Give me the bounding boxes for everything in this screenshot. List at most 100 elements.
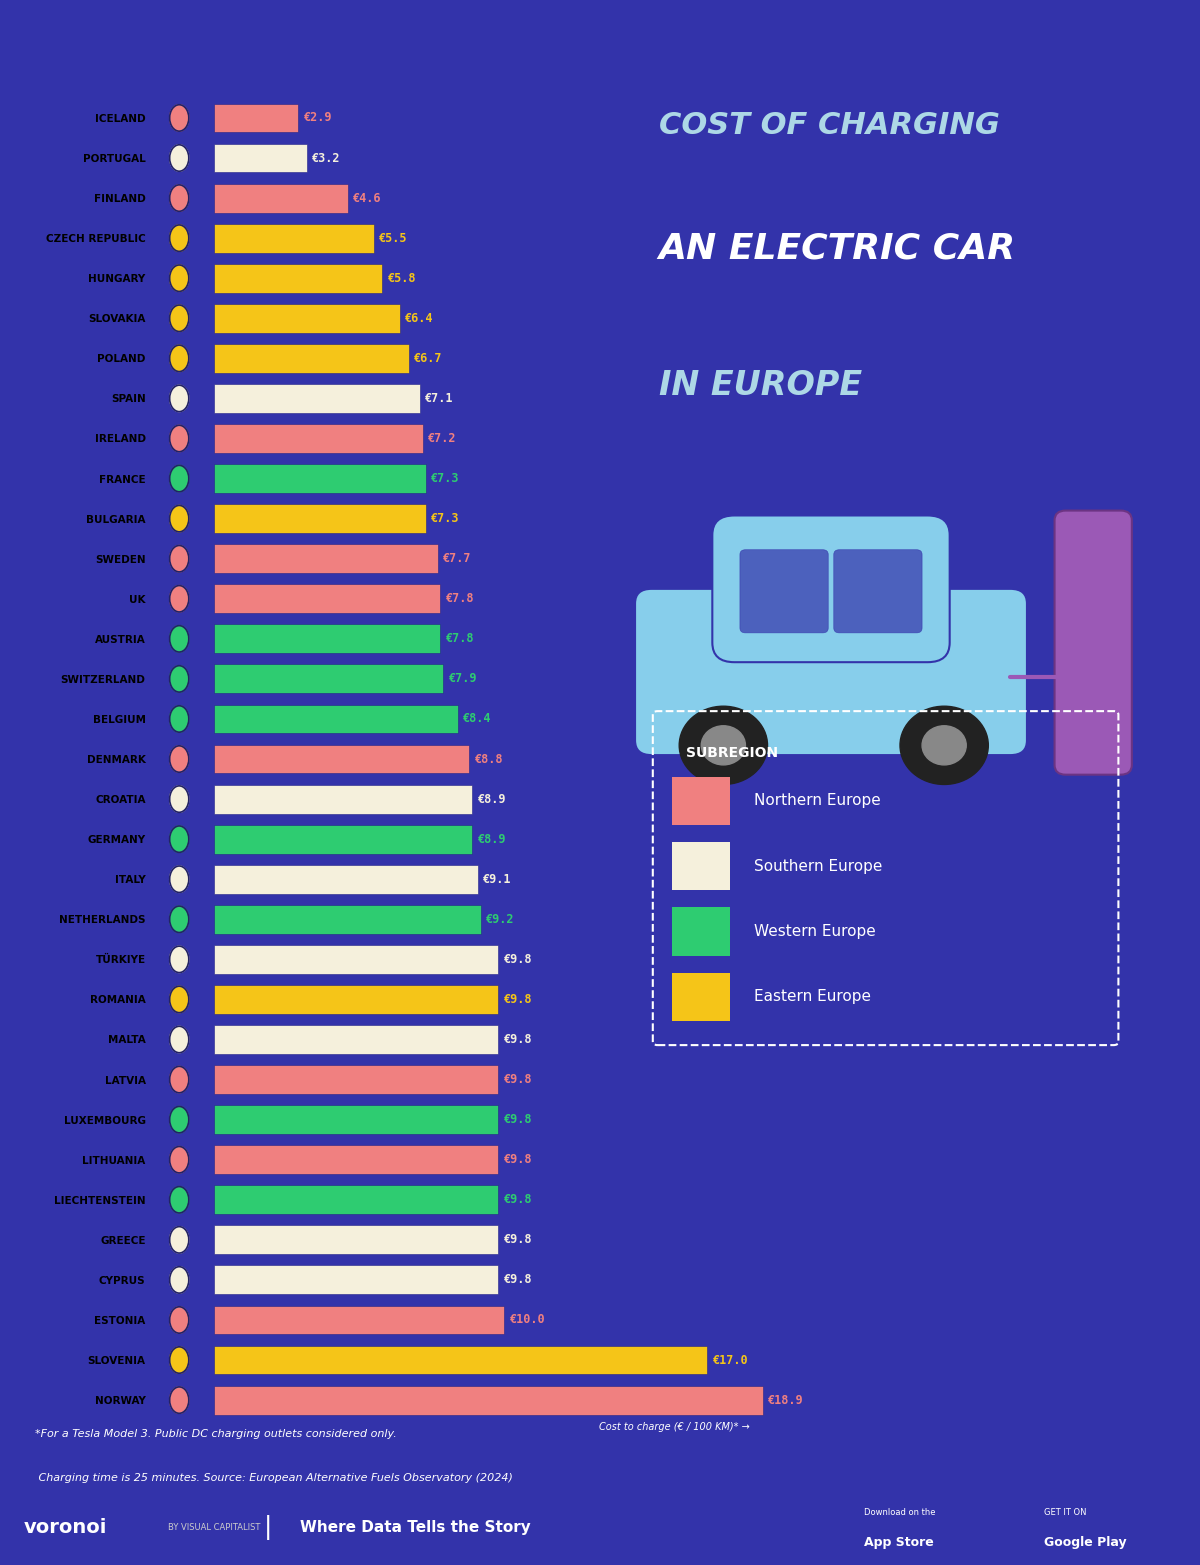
- Text: €9.8: €9.8: [503, 1153, 532, 1166]
- Text: €2.9: €2.9: [302, 111, 331, 125]
- Text: €7.9: €7.9: [448, 673, 476, 685]
- Text: SUBREGION: SUBREGION: [686, 745, 779, 759]
- Circle shape: [169, 1066, 188, 1092]
- Text: €8.4: €8.4: [462, 712, 491, 726]
- FancyBboxPatch shape: [635, 588, 1027, 756]
- Bar: [214, 344, 408, 372]
- Bar: [214, 383, 420, 413]
- Text: €5.5: €5.5: [378, 232, 407, 244]
- Text: €9.2: €9.2: [486, 912, 514, 926]
- Text: €9.8: €9.8: [503, 1033, 532, 1045]
- Text: Cost to charge (€ / 100 KM)* →: Cost to charge (€ / 100 KM)* →: [599, 1423, 750, 1432]
- Bar: [214, 1146, 498, 1174]
- Circle shape: [169, 706, 188, 732]
- Bar: [214, 984, 498, 1014]
- Text: BY VISUAL CAPITALIST: BY VISUAL CAPITALIST: [168, 1523, 260, 1532]
- Bar: [214, 1185, 498, 1214]
- Bar: [214, 504, 426, 534]
- Circle shape: [169, 1387, 188, 1413]
- Circle shape: [169, 1266, 188, 1293]
- Circle shape: [169, 264, 188, 291]
- Bar: [214, 1385, 762, 1415]
- Circle shape: [169, 585, 188, 612]
- Text: voronoi: voronoi: [24, 1518, 107, 1537]
- Circle shape: [169, 346, 188, 371]
- Text: GET IT ON: GET IT ON: [1044, 1509, 1086, 1516]
- Circle shape: [900, 706, 989, 784]
- Circle shape: [169, 826, 188, 853]
- Text: €6.4: €6.4: [404, 311, 433, 326]
- Bar: [214, 945, 498, 973]
- Circle shape: [169, 1147, 188, 1172]
- Circle shape: [169, 146, 188, 171]
- Circle shape: [169, 385, 188, 412]
- Circle shape: [169, 1307, 188, 1333]
- Bar: [214, 665, 443, 693]
- Text: *For a Tesla Model 3. Public DC charging outlets considered only.: *For a Tesla Model 3. Public DC charging…: [35, 1429, 396, 1438]
- Text: IN EUROPE: IN EUROPE: [659, 369, 862, 402]
- Circle shape: [701, 726, 745, 765]
- Circle shape: [169, 626, 188, 653]
- Bar: [214, 825, 473, 853]
- Text: COST OF CHARGING: COST OF CHARGING: [659, 111, 1000, 141]
- FancyBboxPatch shape: [1055, 510, 1132, 775]
- Bar: [214, 1266, 498, 1294]
- FancyBboxPatch shape: [672, 973, 730, 1020]
- Circle shape: [169, 665, 188, 692]
- Bar: [214, 103, 299, 133]
- FancyBboxPatch shape: [740, 549, 828, 632]
- Circle shape: [169, 786, 188, 812]
- Bar: [214, 905, 481, 934]
- Circle shape: [169, 1027, 188, 1053]
- Circle shape: [169, 426, 188, 452]
- Circle shape: [169, 986, 188, 1013]
- Bar: [214, 1105, 498, 1135]
- FancyBboxPatch shape: [834, 549, 922, 632]
- Text: AN ELECTRIC CAR: AN ELECTRIC CAR: [659, 232, 1015, 266]
- Text: €8.9: €8.9: [476, 792, 505, 806]
- Bar: [214, 183, 348, 213]
- Text: €4.6: €4.6: [352, 191, 380, 205]
- Text: Charging time is 25 minutes. Source: European Alternative Fuels Observatory (202: Charging time is 25 minutes. Source: Eur…: [35, 1473, 512, 1482]
- Text: €9.8: €9.8: [503, 1074, 532, 1086]
- Text: €8.8: €8.8: [474, 753, 503, 765]
- Circle shape: [169, 1106, 188, 1133]
- FancyBboxPatch shape: [672, 776, 730, 825]
- Text: €18.9: €18.9: [767, 1393, 803, 1407]
- Text: €9.1: €9.1: [482, 873, 511, 886]
- FancyBboxPatch shape: [672, 908, 730, 956]
- Text: Google Play: Google Play: [1044, 1535, 1127, 1549]
- Text: €9.8: €9.8: [503, 1113, 532, 1127]
- Text: €7.7: €7.7: [442, 552, 470, 565]
- Bar: [214, 545, 438, 573]
- Text: €9.8: €9.8: [503, 1193, 532, 1207]
- Text: €9.8: €9.8: [503, 992, 532, 1006]
- Bar: [214, 144, 307, 172]
- Circle shape: [169, 505, 188, 532]
- Text: €7.3: €7.3: [431, 473, 458, 485]
- Circle shape: [169, 465, 188, 491]
- Text: Northern Europe: Northern Europe: [754, 793, 881, 808]
- Bar: [214, 1305, 504, 1335]
- Text: €7.8: €7.8: [445, 592, 473, 606]
- Text: €5.8: €5.8: [386, 272, 415, 285]
- Text: Where Data Tells the Story: Where Data Tells the Story: [300, 1520, 530, 1535]
- Circle shape: [679, 706, 768, 784]
- Circle shape: [169, 1227, 188, 1254]
- Text: €7.3: €7.3: [431, 512, 458, 526]
- Bar: [214, 465, 426, 493]
- Text: €8.9: €8.9: [476, 833, 505, 845]
- Bar: [214, 1346, 708, 1374]
- Text: Eastern Europe: Eastern Europe: [754, 989, 871, 1005]
- Text: €7.1: €7.1: [425, 391, 452, 405]
- Circle shape: [169, 947, 188, 972]
- Circle shape: [169, 305, 188, 332]
- Text: Western Europe: Western Europe: [754, 923, 875, 939]
- Circle shape: [169, 906, 188, 933]
- Text: €9.8: €9.8: [503, 1274, 532, 1286]
- Circle shape: [169, 185, 188, 211]
- Circle shape: [169, 865, 188, 892]
- Text: €3.2: €3.2: [311, 152, 340, 164]
- Bar: [214, 224, 373, 252]
- Bar: [214, 424, 424, 452]
